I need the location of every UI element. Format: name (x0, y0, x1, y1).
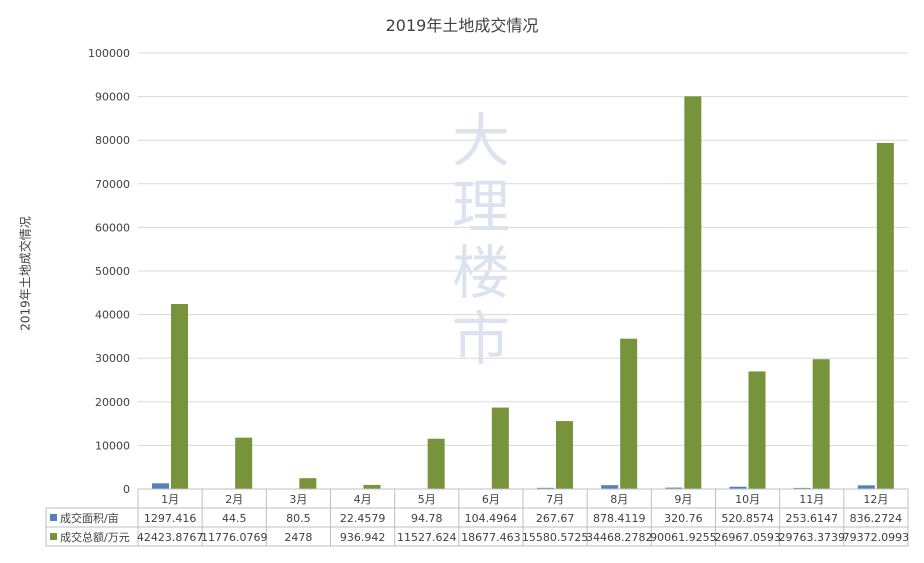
bar-amount (812, 359, 830, 489)
bar-amount (620, 338, 638, 489)
data-table-value: 90061.9255 (650, 531, 716, 544)
y-tick-label: 100000 (88, 47, 130, 60)
data-table-value: 1297.416 (144, 512, 197, 525)
x-tick-label: 4月 (354, 493, 372, 506)
bar-amount (299, 478, 317, 489)
legend-label: 成交总额/万元 (60, 530, 130, 544)
x-tick-label: 7月 (546, 493, 564, 506)
bar-amount (491, 407, 509, 489)
x-tick-label: 2月 (225, 493, 243, 506)
data-table-value: 94.78 (411, 512, 443, 525)
bar-amount (876, 142, 894, 489)
data-table-value: 26967.0593 (714, 531, 780, 544)
data-table-value: 44.5 (222, 512, 247, 525)
y-tick-label: 20000 (95, 396, 130, 409)
x-tick-label: 11月 (799, 493, 824, 506)
x-tick-label: 3月 (289, 493, 307, 506)
bar-amount (748, 371, 766, 489)
data-table-value: 80.5 (286, 512, 311, 525)
data-table-value: 11776.0769 (201, 531, 267, 544)
x-tick-label: 8月 (610, 493, 628, 506)
x-tick-label: 6月 (482, 493, 500, 506)
data-table-value: 520.8574 (721, 512, 774, 525)
bar-area (152, 483, 169, 489)
data-table-value: 2478 (284, 531, 312, 544)
bar-amount (363, 484, 381, 489)
bar-amount (556, 421, 573, 489)
y-tick-label: 80000 (95, 134, 130, 147)
y-tick-label: 90000 (95, 91, 130, 104)
y-tick-label: 40000 (95, 309, 130, 322)
data-table-value: 22.4579 (340, 512, 386, 525)
data-table-value: 253.6147 (786, 512, 839, 525)
data-table-value: 104.4964 (465, 512, 518, 525)
y-tick-label: 70000 (95, 178, 130, 191)
chart-title: 2019年土地成交情况 (385, 16, 539, 35)
y-tick-label: 0 (123, 483, 130, 496)
y-tick-label: 30000 (95, 352, 130, 365)
x-tick-label: 12月 (863, 493, 888, 506)
y-tick-label: 50000 (95, 265, 130, 278)
x-tick-label: 10月 (735, 493, 760, 506)
data-table-value: 320.76 (664, 512, 703, 525)
bar-area (601, 485, 619, 489)
bar-amount (171, 304, 188, 489)
bar-amount (235, 437, 253, 489)
legend-label: 成交面积/亩 (60, 511, 119, 525)
data-table-value: 29763.3739 (779, 531, 845, 544)
bar-amount (684, 96, 702, 489)
bar-area (857, 485, 875, 489)
x-tick-label: 1月 (161, 493, 179, 506)
data-table-value: 267.67 (536, 512, 575, 525)
x-tick-label: 9月 (674, 493, 692, 506)
bar-area (793, 487, 811, 489)
legend-swatch (50, 514, 57, 521)
data-table-value: 836.2724 (850, 512, 903, 525)
y-tick-label: 10000 (95, 439, 130, 452)
bar-area (665, 487, 683, 489)
data-table-value: 18677.463 (461, 531, 521, 544)
data-table-value: 34468.2782 (586, 531, 652, 544)
bar-area (537, 487, 554, 489)
x-tick-label: 5月 (418, 493, 436, 506)
data-table-value: 42423.8767 (137, 531, 203, 544)
y-tick-label: 60000 (95, 221, 130, 234)
legend-swatch (50, 533, 57, 540)
data-table-value: 878.4119 (593, 512, 646, 525)
bar-amount (427, 438, 445, 489)
data-table-value: 15580.5725 (522, 531, 588, 544)
bar-area (729, 486, 747, 489)
data-table-value: 11527.624 (397, 531, 457, 544)
watermark-text: 大理楼市 (451, 107, 510, 373)
data-table-value: 936.942 (340, 531, 386, 544)
data-table-value: 79372.0993 (843, 531, 909, 544)
